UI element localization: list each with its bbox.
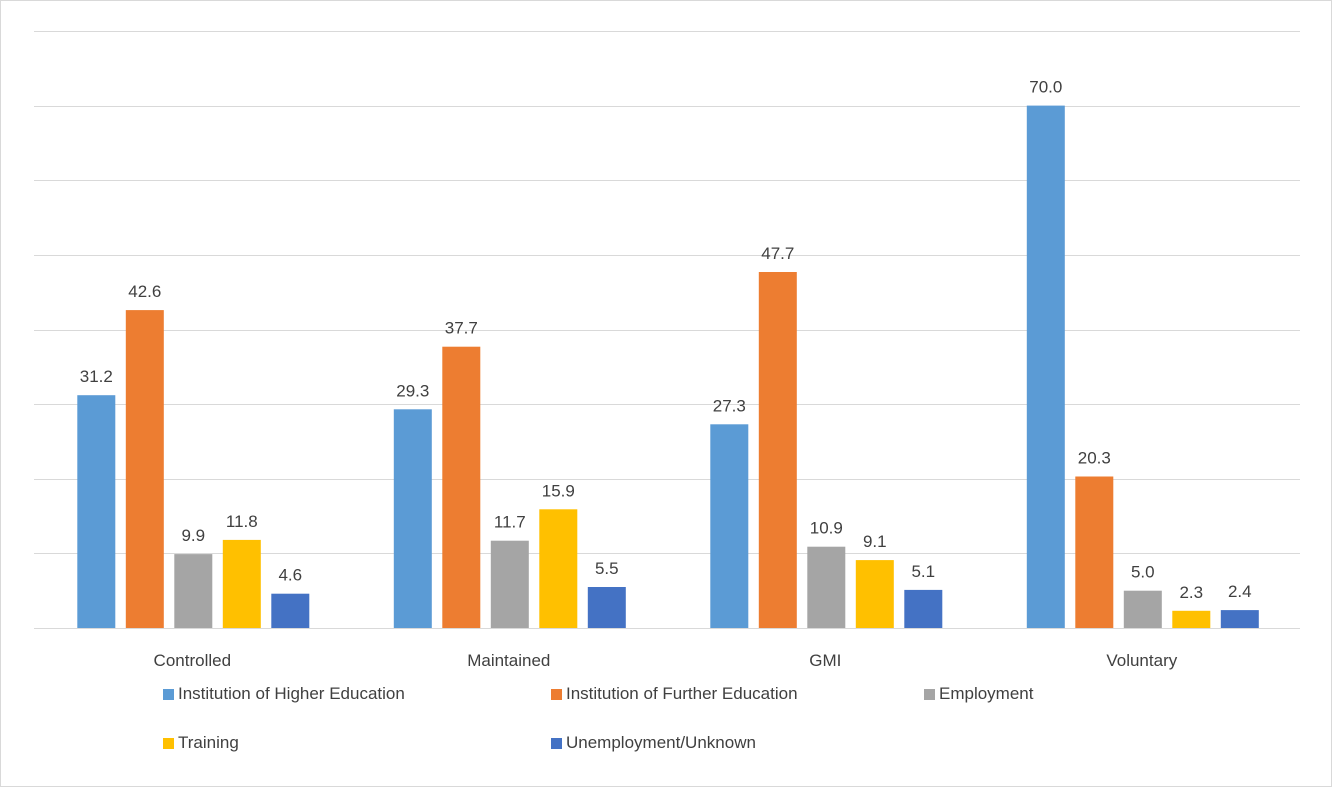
bar-controlled-series-4 — [271, 593, 310, 628]
data-label: 31.2 — [80, 367, 113, 386]
data-label: 11.8 — [226, 512, 258, 531]
data-label: 2.3 — [1179, 583, 1203, 602]
bars — [77, 105, 1259, 629]
data-label: 20.3 — [1078, 449, 1111, 468]
data-label: 5.5 — [595, 559, 619, 578]
bar-voluntary-series-2 — [1123, 590, 1162, 628]
x-tick-label: Controlled — [154, 651, 232, 670]
data-label: 70.0 — [1029, 78, 1062, 97]
bar-voluntary-series-0 — [1026, 105, 1065, 629]
data-label: 5.1 — [911, 562, 935, 581]
bar-maintained-series-3 — [539, 509, 578, 628]
data-label: 10.9 — [810, 519, 843, 538]
bar-gmi-series-2 — [807, 546, 846, 628]
data-label: 37.7 — [445, 319, 478, 338]
data-label: 9.1 — [863, 532, 887, 551]
data-label: 4.6 — [278, 566, 302, 585]
data-label: 47.7 — [761, 244, 794, 263]
x-tick-label: Maintained — [467, 651, 550, 670]
bar-gmi-series-3 — [855, 560, 894, 628]
data-label: 15.9 — [542, 481, 575, 500]
bar-controlled-series-2 — [174, 554, 213, 628]
bar-voluntary-series-3 — [1172, 610, 1211, 628]
bar-gmi-series-1 — [758, 272, 797, 628]
bar-maintained-series-2 — [490, 540, 529, 628]
bar-maintained-series-1 — [442, 346, 481, 628]
data-label: 9.9 — [181, 526, 205, 545]
x-axis: Controlled Maintained GMI Voluntary — [154, 651, 1178, 670]
data-label: 5.0 — [1131, 563, 1155, 582]
bar-controlled-series-0 — [77, 395, 116, 628]
data-label: 2.4 — [1228, 582, 1252, 601]
bar-maintained-series-0 — [393, 409, 432, 628]
x-tick-label: GMI — [809, 651, 841, 670]
data-label: 29.3 — [396, 381, 429, 400]
bar-controlled-series-3 — [222, 539, 261, 628]
data-labels: 31.2 42.6 9.9 11.8 4.6 29.3 37.7 11.7 15.9 5.5 27.… — [80, 78, 1252, 602]
bar-controlled-series-1 — [125, 310, 164, 628]
bar-voluntary-series-1 — [1075, 476, 1114, 628]
bar-voluntary-series-4 — [1220, 610, 1259, 628]
data-label: 42.6 — [128, 282, 161, 301]
data-label: 11.7 — [494, 513, 526, 532]
data-label: 27.3 — [713, 396, 746, 415]
bar-gmi-series-0 — [710, 424, 749, 628]
bar-gmi-series-4 — [904, 589, 943, 628]
bar-maintained-series-4 — [587, 587, 626, 628]
x-tick-label: Voluntary — [1106, 651, 1177, 670]
